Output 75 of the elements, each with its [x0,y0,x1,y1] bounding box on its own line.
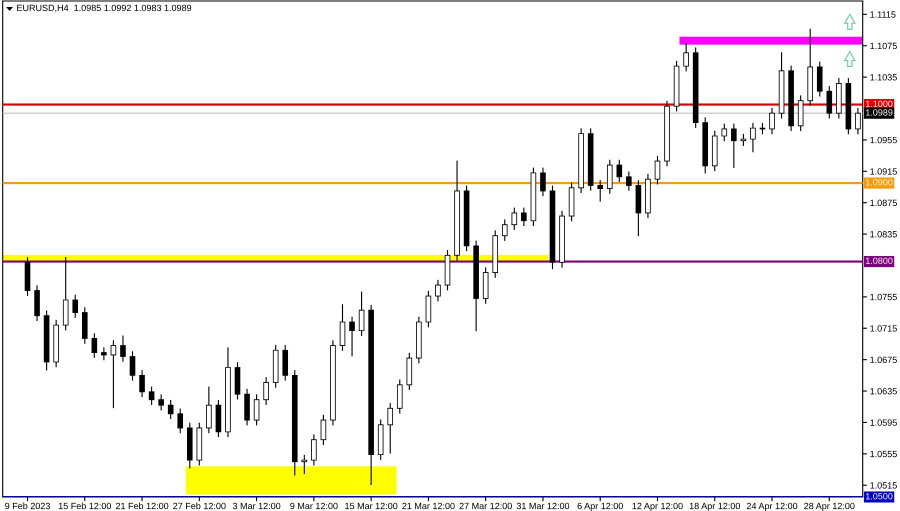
candlestick [731,124,737,168]
candlestick [512,208,518,230]
candlestick [626,172,632,191]
candlestick [302,454,308,474]
candlestick [101,347,107,360]
candlestick [826,86,832,118]
candlestick [120,336,126,362]
candlestick [387,403,394,454]
ref-line-label: 1.0989 [866,109,892,116]
candlestick [606,160,613,194]
x-tick-label: 27 Feb 12:00 [173,502,226,510]
candlestick [254,394,260,426]
y-tick-label: 1.0595 [870,419,897,426]
y-tick-label: 1.0755 [870,294,897,300]
y-tick-label: 1.0715 [870,325,897,332]
x-tick-label: 15 Feb 12:00 [58,502,112,510]
candlestick [168,400,174,420]
candlestick [740,134,746,146]
y-tick-label: 1.0835 [870,231,897,238]
candlestick [110,340,116,408]
candlestick [521,208,527,226]
ref-line-label: 1.0900 [866,179,893,186]
candlestick [435,280,441,302]
y-tick-label: 1.1075 [870,42,897,50]
chart-title: EURUSD,H4 1.0985 1.0992 1.0983 1.0989 [17,4,192,12]
candlestick [340,304,346,351]
candlestick [683,42,689,72]
x-tick-label: 28 Apr 12:00 [804,502,855,511]
candlestick [320,414,326,445]
candlestick [540,168,546,196]
ref-line-label: 1.0500 [866,493,893,500]
x-tick-label: 15 Mar 12:00 [345,502,398,510]
candlestick [396,380,403,414]
candlestick [263,377,269,405]
candlestick [177,408,184,434]
x-tick-label: 31 Mar 12:00 [516,502,570,510]
x-tick-label: 3 Mar 12:00 [232,502,280,510]
y-tick-label: 1.1035 [870,74,897,80]
candlestick [349,316,355,356]
candlestick [72,294,78,318]
x-tick-label: 12 Apr 12:00 [632,502,683,511]
candlestick [92,333,98,358]
ref-line-label: 1.1000 [866,100,893,108]
y-tick-label: 1.1115 [870,11,896,18]
x-tick-label: 18 Apr 12:00 [690,502,740,511]
candlestick [130,351,136,381]
candlestick [760,122,766,134]
candlestick [358,292,364,336]
y-tick-label: 1.0915 [870,168,897,175]
candlestick [750,122,756,152]
candlestick [721,124,728,142]
candlestick [139,370,145,398]
candlestick [311,434,317,466]
candlestick [616,160,622,182]
y-tick-label: 1.0875 [870,200,897,206]
y-tick-label: 1.0515 [870,482,897,489]
candlestick [597,180,604,202]
x-tick-label: 24 Apr 12:00 [746,502,798,511]
candlestick [654,156,660,184]
candlestick [158,394,164,410]
candlestick [769,108,775,134]
x-tick-label: 9 Feb 2023 [5,502,50,510]
y-tick-label: 1.0555 [870,450,897,458]
x-tick-label: 9 Mar 12:00 [290,502,338,510]
candlestick [206,386,212,434]
x-tick-label: 6 Apr 12:00 [578,502,623,511]
ref-line-label: 1.0800 [866,258,893,264]
x-tick-label: 27 Mar 12:00 [460,502,512,510]
x-tick-label: 21 Mar 12:00 [402,502,455,510]
y-tick-label: 1.0955 [870,136,897,144]
y-tick-label: 1.0675 [870,356,897,364]
y-tick-label: 1.0635 [870,388,897,394]
candlestick [148,386,154,405]
x-tick-label: 21 Feb 12:00 [116,502,168,510]
candlestick [502,219,508,241]
